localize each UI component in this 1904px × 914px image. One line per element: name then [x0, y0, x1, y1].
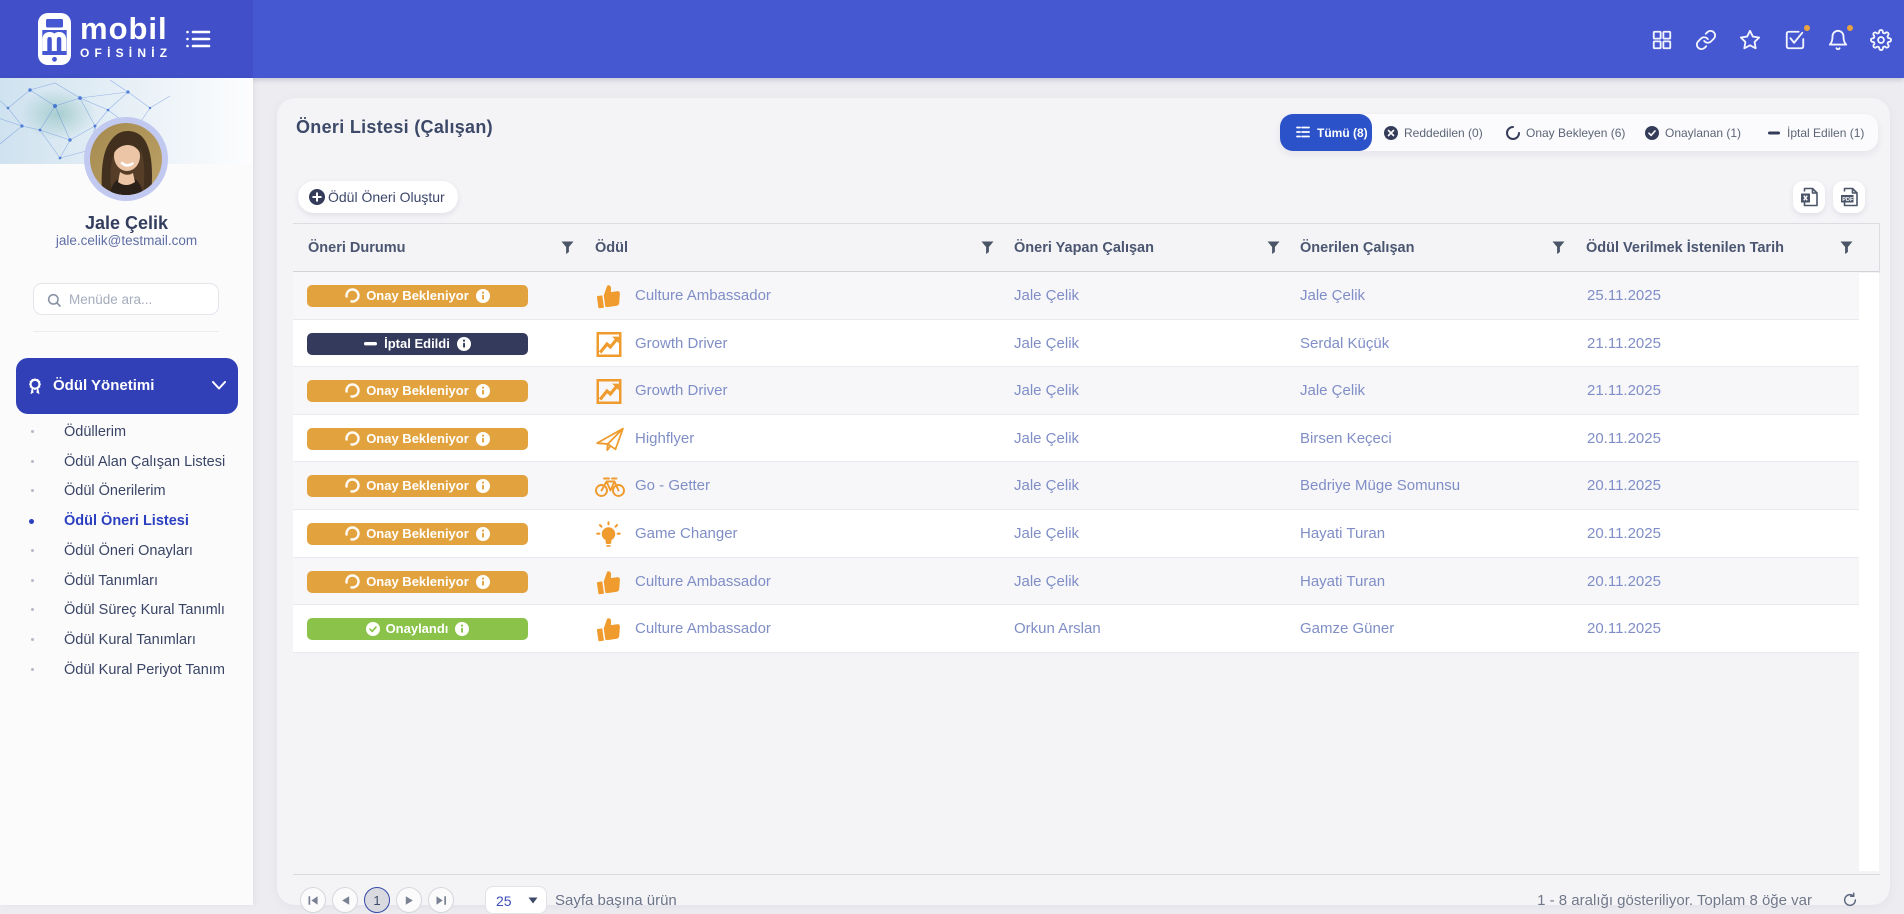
svg-text:PDF: PDF	[1842, 197, 1854, 203]
